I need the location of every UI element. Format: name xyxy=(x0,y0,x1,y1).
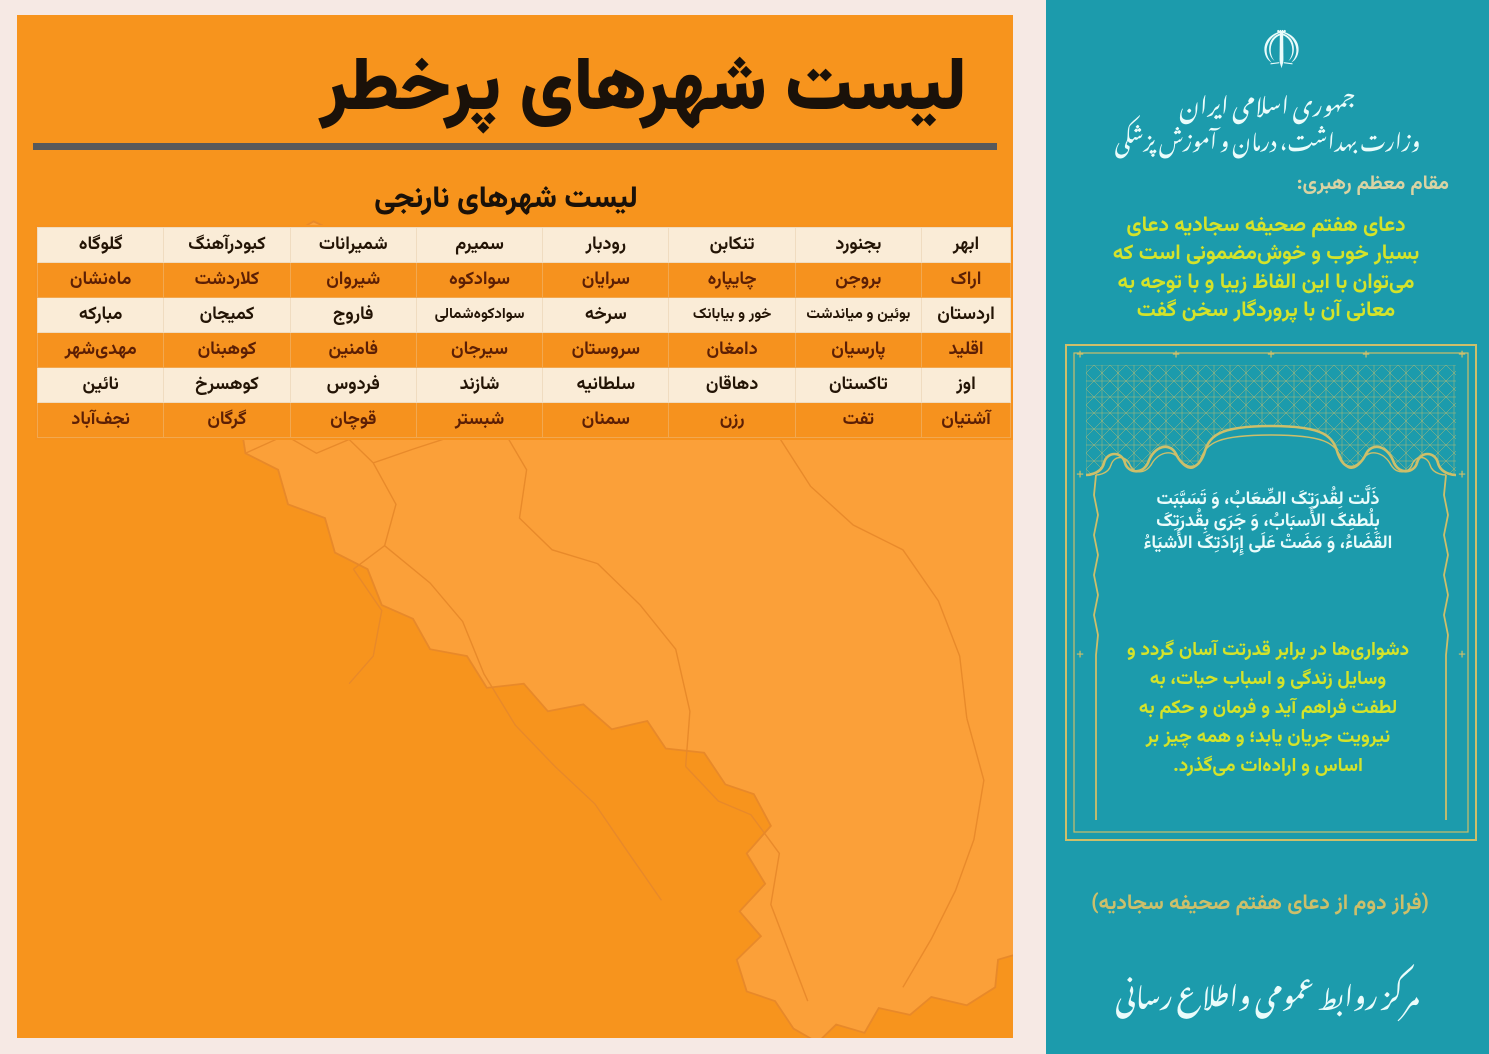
svg-text:+: + xyxy=(1458,642,1467,667)
svg-text:دشواری‌ها در برابر قدرتت آسان: دشواری‌ها در برابر قدرتت آسان گردد و xyxy=(1127,637,1409,666)
svg-text:القَضَاءُ، وَ مَضَتْ عَلَی إِر: القَضَاءُ، وَ مَضَتْ عَلَی إِرَادَتِکَ ا… xyxy=(1144,528,1393,558)
svg-text:وسایل زندگی و اسباب حیات، به: وسایل زندگی و اسباب حیات، به xyxy=(1150,666,1387,695)
svg-text:+: + xyxy=(1172,342,1181,367)
svg-text:+: + xyxy=(1076,462,1085,487)
svg-text:+: + xyxy=(1076,342,1085,367)
svg-text:نیرویت جریان یابد؛ و همه چیز ب: نیرویت جریان یابد؛ و همه چیز بر xyxy=(1145,724,1391,753)
svg-text:+: + xyxy=(1458,462,1467,487)
svg-text:+: + xyxy=(1362,342,1371,367)
svg-text:+: + xyxy=(1458,342,1467,367)
svg-text:+: + xyxy=(1267,342,1276,367)
svg-text:اساس و اراده‌ات می‌گذرد.: اساس و اراده‌ات می‌گذرد. xyxy=(1173,753,1363,782)
svg-text:+: + xyxy=(1076,642,1085,667)
svg-text:لطفت فراهم آید و فرمان و حکم ب: لطفت فراهم آید و فرمان و حکم به xyxy=(1139,695,1397,724)
